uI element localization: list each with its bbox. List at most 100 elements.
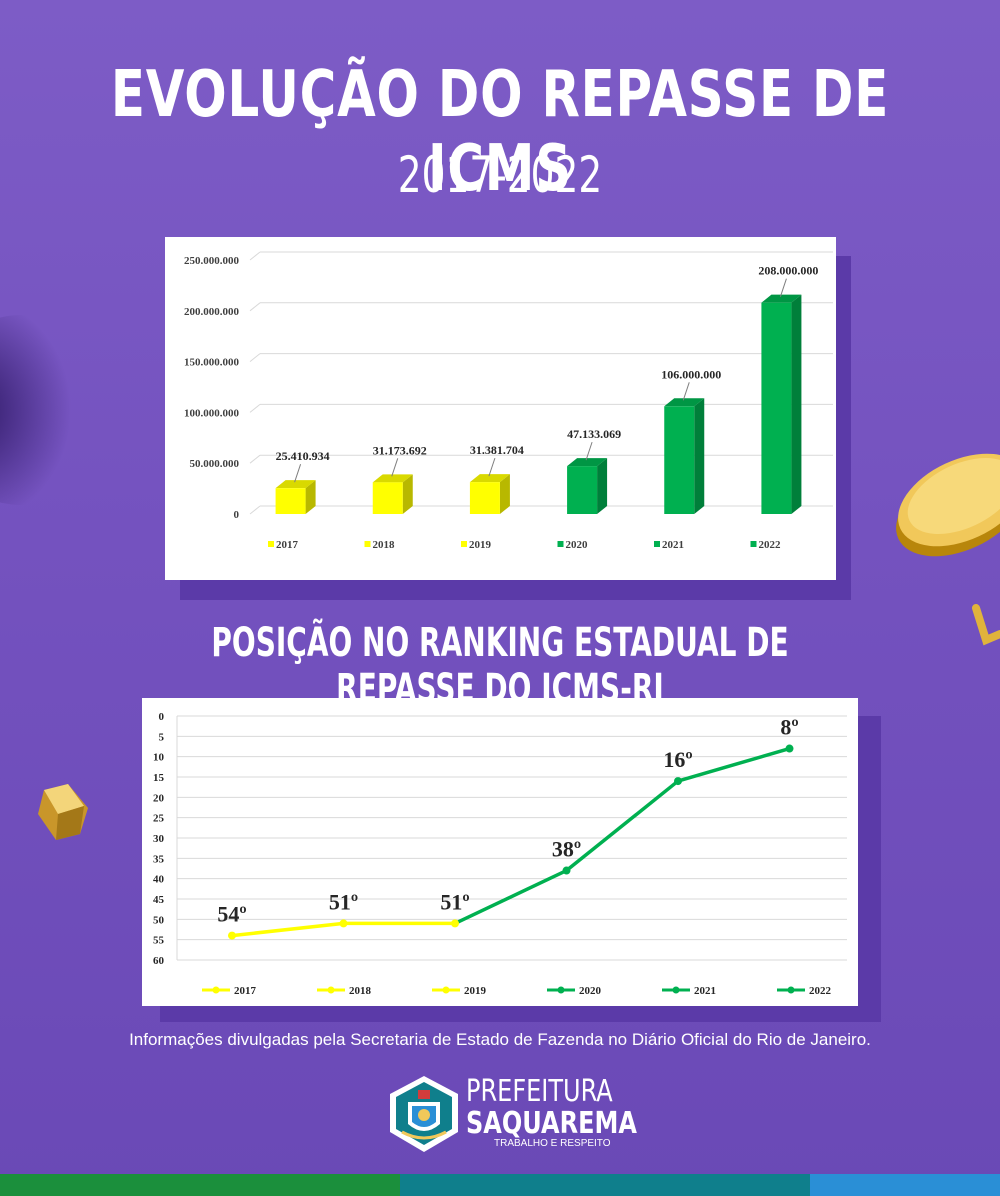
legend-label: 2020 — [579, 985, 602, 997]
bar-side — [402, 474, 413, 514]
bar-top — [469, 474, 510, 483]
bar-2019 — [469, 482, 500, 514]
y-tick-label: 50.000.000 — [190, 458, 240, 470]
point-2018 — [339, 919, 348, 928]
coat-of-arms-icon — [390, 1076, 458, 1152]
bar-chart-card: 0 50.000.000 100.000.000 150.000.000 200.000… — [165, 237, 836, 580]
y-tick-label: 5 — [159, 731, 165, 743]
y-tick-label: 60 — [153, 955, 165, 967]
prefeitura-logo: PREFEITURA SAQUAREMA TRABALHO E RESPEITO — [386, 1072, 637, 1158]
legend-swatch — [557, 541, 564, 547]
legend-marker — [672, 986, 680, 994]
legend-label: 2017 — [234, 985, 257, 997]
legend-marker — [442, 986, 450, 994]
bar-side — [694, 398, 705, 514]
source-note: Informações divulgadas pela Secretaria d… — [129, 1030, 871, 1049]
data-label-leader — [585, 441, 593, 461]
bar-side — [597, 458, 608, 514]
legend-swatch — [268, 541, 274, 547]
data-label-leader — [391, 458, 399, 477]
ranking-line-chart: 0 5 10 15 20 25 30 35 40 45 50 55 60 54º 51º 51º 38º 16º 8… — [153, 711, 847, 997]
point-data-label: 16º — [663, 747, 692, 772]
y-tick-label: 40 — [153, 874, 165, 886]
y-tick-label: 0 — [234, 509, 240, 521]
legend-swatch — [750, 541, 757, 547]
legend-label: 2021 — [694, 985, 716, 997]
y-tick-label: 55 — [153, 935, 165, 947]
point-2017 — [228, 931, 236, 940]
series-segment — [565, 779, 680, 872]
bar-2021 — [664, 406, 695, 514]
bar-top — [664, 398, 705, 407]
y-tick-label: 150.000.000 — [184, 357, 240, 369]
point-data-label: 51º — [440, 889, 469, 914]
icms-bar-chart: 0 50.000.000 100.000.000 150.000.000 200.000… — [184, 251, 833, 551]
bar-data-label: 47.133.069 — [567, 427, 621, 441]
bar-top — [372, 474, 413, 483]
point-data-label: 38º — [552, 837, 581, 862]
logo-line-1: PREFEITURA — [466, 1074, 613, 1109]
logo-line-2: SAQUAREMA — [466, 1106, 637, 1141]
data-label-leader — [488, 457, 496, 477]
legend-label: 2018 — [349, 985, 372, 997]
point-data-label: 8º — [780, 715, 798, 740]
bar-2018 — [372, 482, 403, 514]
gridline-depth — [249, 251, 261, 261]
series-segment — [454, 868, 568, 925]
legend-label: 2022 — [809, 985, 832, 997]
bar-data-label: 25.410.934 — [276, 449, 330, 463]
gridline-depth — [249, 302, 261, 312]
legend-label: 2019 — [469, 539, 492, 551]
point-2020 — [562, 866, 571, 875]
blurred-orb-decoration — [0, 315, 105, 505]
gold-coin-decoration — [896, 453, 1000, 557]
bar-side — [305, 480, 316, 514]
legend-label: 2019 — [464, 985, 487, 997]
data-label-leader — [294, 464, 302, 483]
y-tick-label: 50 — [153, 914, 165, 926]
bar-data-label: 208.000.000 — [758, 264, 818, 278]
bar-2022 — [761, 302, 792, 514]
legend-label: 2020 — [566, 539, 589, 551]
point-data-label: 54º — [217, 902, 246, 927]
gridline-depth — [249, 505, 261, 515]
y-tick-label: 100.000.000 — [184, 407, 240, 419]
bar-top — [761, 294, 802, 303]
point-2019 — [451, 919, 459, 928]
y-tick-label: 250.000.000 — [184, 255, 240, 267]
gold-gem-decoration — [38, 784, 88, 840]
point-data-label: 51º — [329, 889, 358, 914]
gridline-depth — [249, 404, 261, 413]
y-tick-label: 200.000.000 — [184, 306, 240, 318]
legend-marker — [327, 986, 335, 994]
legend-label: 2022 — [759, 539, 782, 551]
data-label-leader — [682, 382, 690, 401]
bar-top — [275, 480, 316, 489]
gold-bar-decoration — [972, 604, 1000, 646]
y-tick-label: 10 — [153, 752, 165, 764]
y-tick-label: 15 — [153, 772, 165, 784]
bar-data-label: 31.381.704 — [470, 443, 524, 457]
logo-tagline: TRABALHO E RESPEITO — [494, 1138, 611, 1149]
bar-side — [791, 294, 802, 514]
legend-label: 2017 — [276, 539, 299, 551]
point-2022 — [785, 744, 794, 753]
footer-stripe-blue — [810, 1174, 1000, 1196]
legend-swatch — [364, 541, 371, 547]
legend-marker — [212, 986, 220, 994]
gridline-depth — [249, 454, 261, 464]
y-tick-label: 0 — [159, 711, 165, 723]
line-chart-card: 0 5 10 15 20 25 30 35 40 45 50 55 60 54º 51º 51º 38º 16º 8… — [142, 698, 858, 1006]
page-title: EVOLUÇÃO DO REPASSE DE ICMS — [110, 58, 890, 206]
bar-2020 — [567, 466, 598, 514]
y-tick-label: 30 — [153, 833, 165, 845]
series-segment — [231, 921, 344, 938]
bar-data-label: 31.173.692 — [373, 443, 427, 457]
legend-marker — [557, 986, 565, 994]
y-tick-label: 35 — [153, 853, 165, 865]
y-tick-label: 45 — [153, 894, 165, 906]
y-tick-label: 20 — [153, 792, 165, 804]
series-segment — [677, 746, 790, 783]
page-subtitle-period: 2017-2022 — [397, 146, 603, 204]
legend-swatch — [461, 541, 467, 547]
